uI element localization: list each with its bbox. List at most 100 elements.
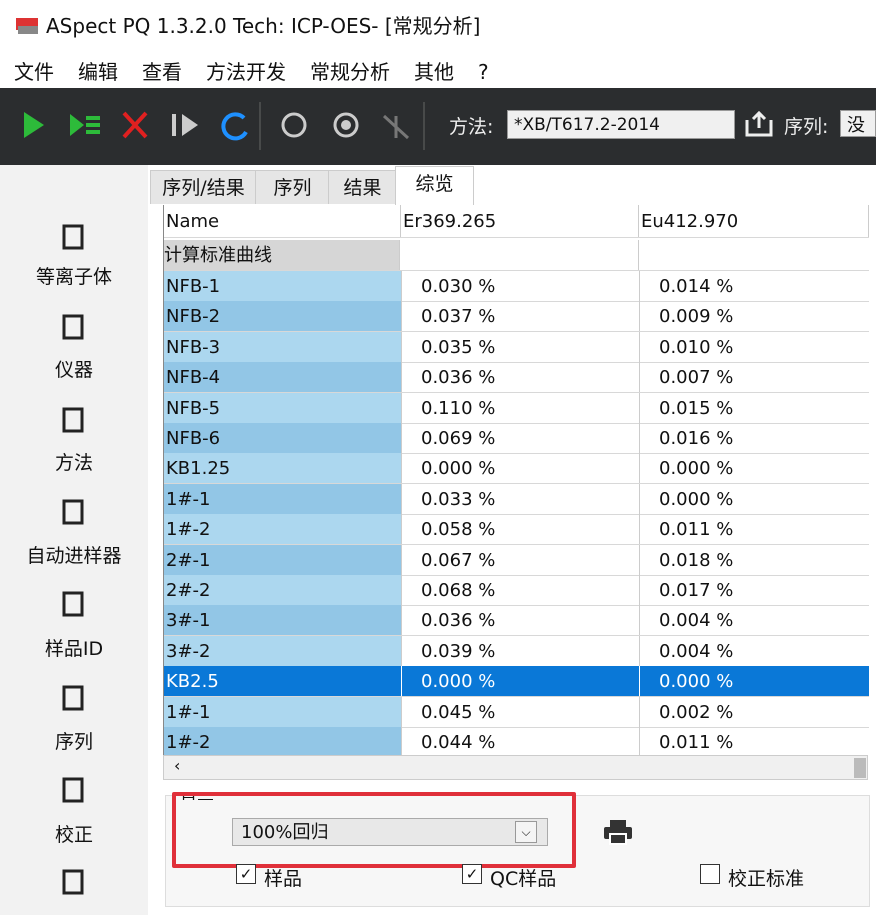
value-cell: 0.009 %	[639, 301, 869, 331]
table-row[interactable]: 3#-1 0.036 % 0.004 %	[164, 605, 869, 637]
sidebar: 等离子体仪器方法自动进样器样品ID 序列校正	[0, 165, 148, 915]
value-cell: 0.011 %	[639, 514, 869, 544]
sidebar-icon[interactable]	[56, 587, 90, 621]
value-cell: 0.058 %	[401, 514, 640, 545]
menu-item[interactable]: 方法开发	[206, 60, 286, 84]
menu-item[interactable]: ?	[478, 60, 489, 84]
value-cell: 0.016 %	[639, 423, 869, 453]
name-cell: KB2.5	[164, 666, 402, 697]
value-cell: 0.044 %	[401, 727, 640, 755]
run-icon[interactable]	[24, 112, 44, 138]
method-field[interactable]: *XB/T617.2-2014	[507, 110, 735, 139]
value-cell: 0.036 %	[401, 362, 640, 393]
header-row: Name Er369.265 Eu412.970	[164, 205, 869, 238]
value-cell: 0.007 %	[639, 362, 869, 392]
menu-item[interactable]: 查看	[142, 60, 182, 84]
sidebar-icon[interactable]	[56, 310, 90, 344]
tab[interactable]: 序列	[255, 170, 330, 204]
table-row[interactable]: 1#-1 0.045 % 0.002 %	[164, 696, 869, 728]
name-cell: 1#-1	[164, 483, 402, 514]
horizontal-scrollbar[interactable]: ‹	[163, 755, 868, 780]
checkbox[interactable]: ✓	[462, 864, 482, 884]
dropdown-arrow[interactable]: ⌵	[515, 821, 537, 843]
toolbar: 方法: *XB/T617.2-2014 序列: 没	[0, 88, 876, 165]
stop-icon[interactable]	[122, 111, 148, 139]
sidebar-icon[interactable]	[56, 403, 90, 437]
method-label: 方法:	[449, 116, 494, 138]
table-row[interactable]: 1#-2 0.058 % 0.011 %	[164, 514, 869, 546]
menu-item[interactable]: 文件	[14, 60, 54, 84]
checkbox-label[interactable]: 样品	[264, 868, 303, 890]
value-cell: 0.035 %	[401, 331, 640, 362]
sidebar-label[interactable]: 自动进样器	[26, 545, 122, 567]
sidebar-label[interactable]: 校正	[54, 824, 93, 846]
sidebar-icon[interactable]	[56, 773, 90, 807]
value-cell: 0.000 %	[401, 453, 640, 484]
value-cell: 0.067 %	[401, 544, 640, 575]
name-cell: 2#-2	[164, 575, 402, 605]
value-cell: 0.002 %	[639, 697, 869, 727]
name-cell: NFB-2	[164, 301, 402, 332]
value-cell: 0.045 %	[401, 696, 640, 727]
sidebar-label[interactable]: 等离子体	[35, 266, 112, 288]
sidebar-icon[interactable]	[56, 220, 90, 254]
checkbox-label[interactable]: QC样品	[490, 868, 557, 890]
name-cell: 3#-2	[164, 635, 402, 666]
menu-item[interactable]: 其他	[414, 60, 454, 84]
sidebar-label[interactable]: 仪器	[54, 359, 93, 381]
name-cell: 1#-1	[164, 696, 402, 727]
sidebar-icon[interactable]	[56, 681, 90, 715]
name-cell: KB1.25	[164, 453, 402, 484]
value-cell: 0.000 %	[639, 484, 869, 514]
name-cell: 1#-2	[164, 514, 402, 545]
table-row[interactable]: 1#-1 0.033 % 0.000 %	[164, 483, 869, 515]
table-row[interactable]: 2#-2 0.068 % 0.017 %	[164, 575, 869, 606]
value-cell: 0.110 %	[401, 392, 640, 423]
toolbar-icons	[24, 102, 425, 150]
value-cell: 0.037 %	[401, 301, 640, 332]
table-row[interactable]: KB1.25 0.000 % 0.000 %	[164, 453, 869, 485]
tab[interactable]: 序列/结果	[150, 170, 257, 204]
table-row[interactable]: NFB-3 0.035 % 0.010 %	[164, 331, 869, 363]
scroll-left[interactable]: ‹	[174, 756, 181, 775]
table-row[interactable]: NFB-1 0.030 % 0.014 %	[164, 271, 869, 302]
value-cell: 0.039 %	[401, 635, 640, 666]
name-cell: NFB-3	[164, 331, 402, 362]
sidebar-label[interactable]: 方法	[54, 452, 93, 474]
table-row[interactable]: NFB-6 0.069 % 0.016 %	[164, 423, 869, 454]
scroll-thumb[interactable]	[854, 758, 866, 778]
table-row[interactable]: KB2.5 0.000 % 0.000 %	[164, 666, 869, 698]
sidebar-label[interactable]: 样品ID	[44, 638, 104, 660]
menu-item[interactable]: 编辑	[78, 60, 118, 84]
group-row: 计算标准曲线	[164, 240, 869, 271]
display-panel	[165, 795, 870, 907]
table-row[interactable]: 2#-1 0.067 % 0.018 %	[164, 544, 869, 576]
table-row[interactable]: NFB-5 0.110 % 0.015 %	[164, 392, 869, 424]
sequence-field[interactable]: 没	[840, 110, 876, 137]
menu-item[interactable]: 常规分析	[310, 60, 390, 84]
name-cell: NFB-5	[164, 392, 402, 423]
value-cell: 0.000 %	[401, 666, 640, 697]
table-row[interactable]: 3#-2 0.039 % 0.004 %	[164, 635, 869, 667]
tab[interactable]: 综览	[395, 166, 474, 205]
regression-dropdown[interactable]: 100%回归	[232, 818, 548, 846]
menu-bar: 文件 编辑 查看 方法开发 常规分析 其他?	[14, 56, 513, 85]
checkbox[interactable]: ✓	[236, 864, 256, 884]
sidebar-label[interactable]: 序列	[54, 731, 93, 753]
export-icon[interactable]	[744, 110, 774, 138]
table-row[interactable]: 1#-2 0.044 % 0.011 %	[164, 727, 869, 755]
sidebar-icon[interactable]	[56, 865, 90, 899]
value-cell: 0.000 %	[639, 666, 869, 696]
checkbox[interactable]	[700, 864, 720, 884]
name-cell: NFB-6	[164, 423, 402, 453]
value-cell: 0.033 %	[401, 483, 640, 514]
tab[interactable]: 结果	[328, 170, 397, 204]
sidebar-icon[interactable]	[56, 495, 90, 529]
checkbox-label[interactable]: 校正标准	[728, 868, 805, 890]
window-title: ASpect PQ 1.3.2.0 Tech: ICP-OES- [常规分析]	[46, 14, 481, 38]
print-icon[interactable]	[602, 818, 634, 846]
table-row[interactable]: NFB-2 0.037 % 0.009 %	[164, 301, 869, 333]
header-cell: Er369.265	[403, 205, 639, 237]
table-row[interactable]: NFB-4 0.036 % 0.007 %	[164, 362, 869, 394]
